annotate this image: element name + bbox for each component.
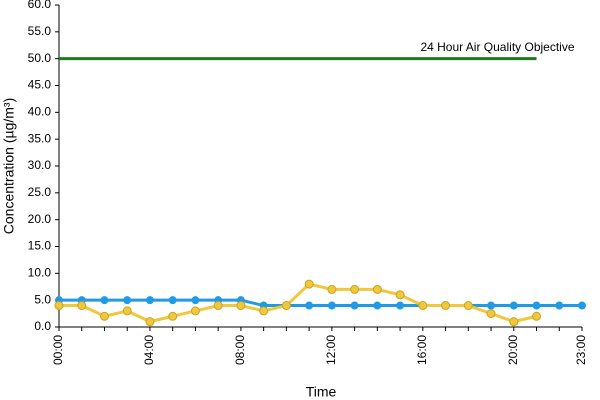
series-marker [168, 311, 178, 321]
y-tick-label: 60.0 [28, 0, 52, 11]
series-marker [532, 311, 542, 321]
series-marker [213, 301, 223, 311]
series-marker [145, 317, 155, 327]
series-marker [190, 306, 200, 316]
series-marker [327, 284, 337, 294]
series-marker [532, 301, 541, 310]
series-marker [373, 301, 382, 310]
y-tick-label: 35.0 [28, 131, 52, 145]
series-marker [487, 301, 496, 310]
series-marker [259, 306, 269, 316]
series-marker [54, 301, 64, 311]
series-marker [281, 301, 291, 311]
y-tick-label: 45.0 [28, 78, 52, 92]
series-marker [509, 317, 519, 327]
series-marker [305, 301, 314, 310]
y-tick-label: 10.0 [28, 266, 52, 280]
series-marker [327, 301, 336, 310]
y-tick-label: 30.0 [28, 158, 52, 172]
y-tick-label: 5.0 [34, 292, 51, 306]
series-marker [555, 301, 564, 310]
series-marker [168, 296, 177, 305]
series-marker [350, 284, 360, 294]
y-tick-label: 50.0 [28, 51, 52, 65]
series-marker [99, 311, 109, 321]
reference-label: 24 Hour Air Quality Objective [420, 40, 574, 54]
x-tick-label: 20:00 [506, 335, 520, 365]
series-marker [304, 279, 314, 289]
series-line [59, 298, 582, 308]
x-tick-label: 12:00 [324, 335, 338, 365]
series-marker [191, 296, 200, 305]
x-tick-label: 23:00 [574, 335, 588, 365]
series-marker [100, 296, 109, 305]
series-marker [145, 296, 154, 305]
series-marker [372, 284, 382, 294]
y-tick-label: 55.0 [28, 24, 52, 38]
y-tick-label: 0.0 [34, 319, 51, 333]
y-tick-label: 20.0 [28, 212, 52, 226]
series-marker [509, 301, 518, 310]
series-line [59, 282, 537, 324]
y-tick-label: 40.0 [28, 105, 52, 119]
x-tick-label: 00:00 [51, 335, 65, 365]
x-axis-title: Time [306, 384, 337, 400]
series-marker [418, 301, 428, 311]
series-marker [486, 309, 496, 319]
series-marker [395, 290, 405, 300]
y-tick-label: 15.0 [28, 239, 52, 253]
series-marker [441, 301, 451, 311]
series-marker [350, 301, 359, 310]
x-tick-label: 04:00 [142, 335, 156, 365]
series-marker [122, 306, 132, 316]
y-tick-label: 25.0 [28, 185, 52, 199]
series-marker [578, 301, 586, 310]
series-marker [463, 301, 473, 311]
y-axis-title: Concentration (µg/m³) [1, 98, 17, 234]
x-tick-label: 08:00 [233, 335, 247, 365]
series-marker [396, 301, 405, 310]
x-tick-label: 16:00 [415, 335, 429, 365]
series-marker [123, 296, 132, 305]
series-marker [77, 301, 87, 311]
series-marker [236, 301, 246, 311]
